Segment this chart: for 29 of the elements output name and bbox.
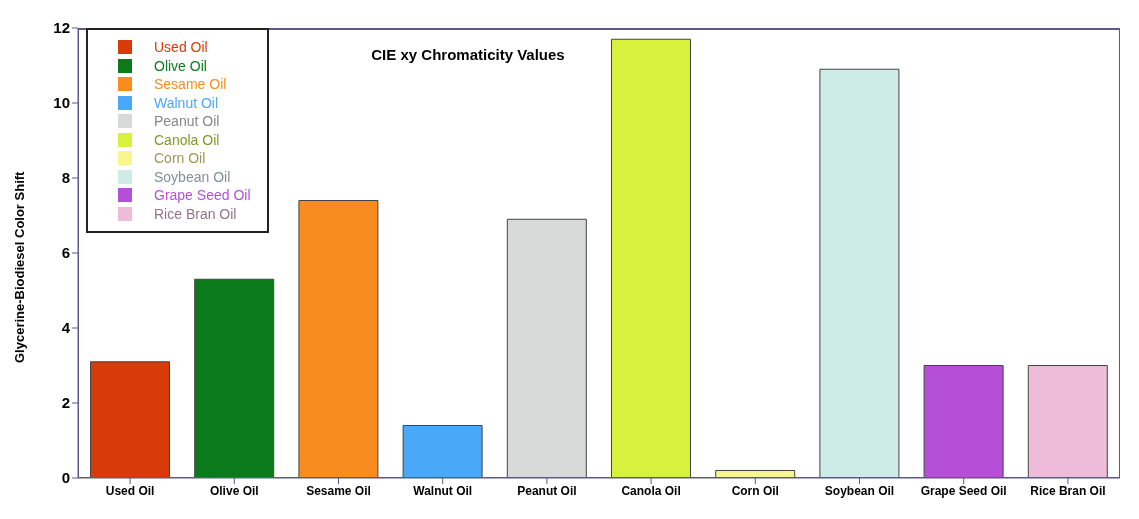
y-tick-label: 4 xyxy=(61,319,71,337)
y-axis-title: Glycerine-Biodiesel Color Shift xyxy=(11,170,27,363)
x-tick-label: Peanut Oil xyxy=(517,483,577,498)
legend-label: Rice Bran Oil xyxy=(154,205,237,222)
x-tick-label: Used Oil xyxy=(105,483,155,498)
legend-label: Walnut Oil xyxy=(154,94,219,111)
x-tick-label: Grape Seed Oil xyxy=(920,483,1007,498)
y-tick-label: 6 xyxy=(61,244,70,262)
x-tick-label: Sesame Oil xyxy=(306,483,371,498)
x-tick-label: Canola Oil xyxy=(621,483,681,498)
legend-label: Used Oil xyxy=(154,39,208,56)
legend-label: Canola Oil xyxy=(154,131,220,148)
legend-label: Grape Seed Oil xyxy=(154,187,251,204)
x-tick-label: Rice Bran Oil xyxy=(1030,483,1106,498)
legend-label: Sesame Oil xyxy=(154,76,227,93)
y-tick-label: 2 xyxy=(61,394,70,412)
y-tick-label: 0 xyxy=(61,469,70,487)
legend-label: Peanut Oil xyxy=(154,113,220,130)
text: CIE xy Chromaticity Values xyxy=(370,46,566,63)
legend-label: Soybean Oil xyxy=(154,168,231,185)
x-tick-label: Walnut Oil xyxy=(413,483,473,498)
x-tick-label: Olive Oil xyxy=(209,483,259,498)
x-tick-label: Soybean Oil xyxy=(824,483,895,498)
y-tick-label: 10 xyxy=(53,94,70,112)
x-tick-label: Corn Oil xyxy=(731,483,779,498)
legend-label: Olive Oil xyxy=(154,57,207,74)
y-tick-label: 8 xyxy=(61,169,70,187)
y-tick-label: 12 xyxy=(53,19,70,37)
legend-label: Corn Oil xyxy=(154,150,206,167)
